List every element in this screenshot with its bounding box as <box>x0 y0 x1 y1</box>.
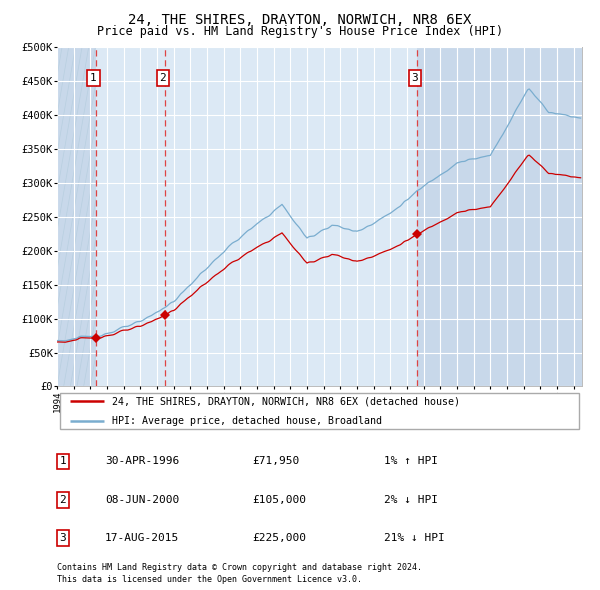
Text: 2% ↓ HPI: 2% ↓ HPI <box>384 495 438 504</box>
Text: Contains HM Land Registry data © Crown copyright and database right 2024.: Contains HM Land Registry data © Crown c… <box>57 563 422 572</box>
Text: 08-JUN-2000: 08-JUN-2000 <box>105 495 179 504</box>
Bar <box>418 47 582 386</box>
Text: 3: 3 <box>59 533 67 543</box>
FancyBboxPatch shape <box>59 392 580 429</box>
Text: HPI: Average price, detached house, Broadland: HPI: Average price, detached house, Broa… <box>112 417 382 427</box>
Text: Price paid vs. HM Land Registry's House Price Index (HPI): Price paid vs. HM Land Registry's House … <box>97 25 503 38</box>
Text: £105,000: £105,000 <box>252 495 306 504</box>
Text: 17-AUG-2015: 17-AUG-2015 <box>105 533 179 543</box>
Bar <box>57 47 96 386</box>
Text: £71,950: £71,950 <box>252 457 299 466</box>
Text: 30-APR-1996: 30-APR-1996 <box>105 457 179 466</box>
Text: £225,000: £225,000 <box>252 533 306 543</box>
Text: 1% ↑ HPI: 1% ↑ HPI <box>384 457 438 466</box>
Text: 21% ↓ HPI: 21% ↓ HPI <box>384 533 445 543</box>
Text: 1: 1 <box>59 457 67 466</box>
Text: 3: 3 <box>412 73 418 83</box>
Text: 24, THE SHIRES, DRAYTON, NORWICH, NR8 6EX: 24, THE SHIRES, DRAYTON, NORWICH, NR8 6E… <box>128 13 472 27</box>
Text: This data is licensed under the Open Government Licence v3.0.: This data is licensed under the Open Gov… <box>57 575 362 584</box>
Text: 2: 2 <box>59 495 67 504</box>
Text: 24, THE SHIRES, DRAYTON, NORWICH, NR8 6EX (detached house): 24, THE SHIRES, DRAYTON, NORWICH, NR8 6E… <box>112 396 460 407</box>
Text: 1: 1 <box>90 73 97 83</box>
Text: 2: 2 <box>160 73 166 83</box>
